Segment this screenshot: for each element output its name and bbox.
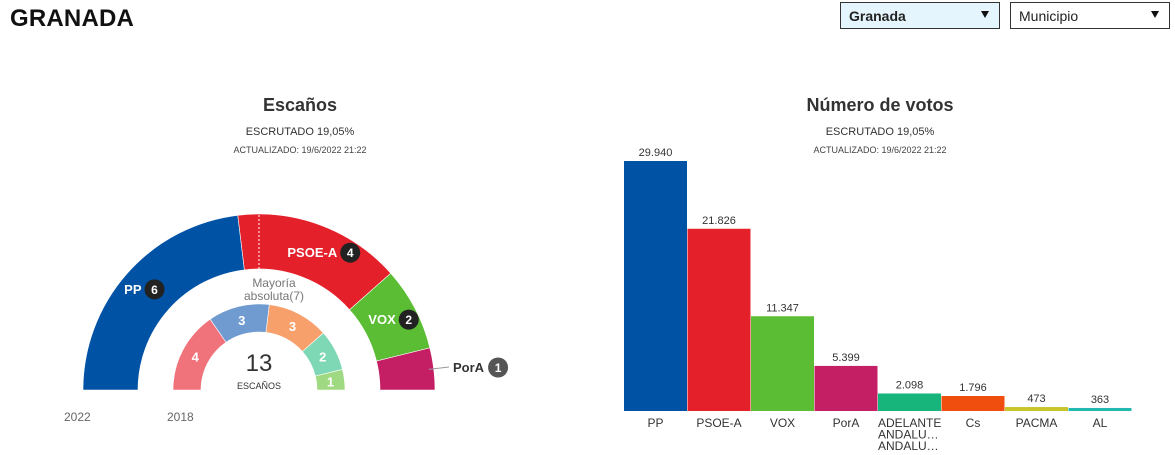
inner-ring-2018: 4 3 3 21 (172, 303, 346, 391)
leader-line-pora (428, 366, 450, 370)
bar-psoe-a[interactable] (687, 228, 751, 411)
seats-label: ESCAÑOS (237, 381, 281, 391)
bar-pora[interactable] (814, 365, 878, 411)
chevron-down-icon (1151, 11, 1159, 18)
location-select-value: Granada (849, 7, 906, 24)
votes-title: Número de votos (806, 95, 954, 115)
seat-badge-pora (488, 357, 509, 378)
bar-vox[interactable] (751, 316, 814, 411)
seats-2018-value-3: 3 (289, 319, 296, 334)
category-label-pp: PP (647, 416, 663, 430)
votes-updated: ACTUALIZADO: 19/6/2022 21:22 (813, 145, 947, 155)
seat-badge-psoe-a (340, 242, 361, 263)
bar-value-psoe-a: 21.826 (702, 215, 736, 227)
category-label-vox: VOX (770, 416, 795, 430)
seats-2018-value-2: 3 (238, 313, 245, 328)
bar-value-pora: 5.399 (832, 352, 860, 364)
seats-title: Escaños (262, 95, 338, 115)
bar-value-vox: 11.347 (766, 302, 799, 314)
category-label-cs: Cs (966, 416, 981, 430)
party-seat-labels: PP 6 PSOE-A 4 VOX 2 PorA 1 (124, 242, 509, 378)
votes-chart: 29.940 PP 21.826 PSOE-A 11.347 VOX 5.399 PorA 2.… (624, 147, 1132, 453)
party-label-pora: PorA (453, 360, 485, 375)
bar-pp[interactable] (624, 161, 687, 411)
page-title: GRANADA (10, 5, 135, 32)
bar-al[interactable] (1068, 407, 1132, 411)
seats-2018-value-1: 4 (192, 350, 200, 365)
seat-badge-pp (144, 279, 165, 300)
seats-2018-arc-5[interactable] (314, 369, 346, 391)
outer-ring-2022 (82, 213, 436, 391)
total-seats: 13 (246, 350, 273, 377)
majority-label-1: Mayoría (252, 276, 296, 290)
seats-updated: ACTUALIZADO: 19/6/2022 21:22 (233, 145, 367, 155)
seat-count-psoe-a: 4 (347, 246, 354, 260)
year-2018-label: 2018 (167, 410, 194, 424)
category-label-adelante-2: ANDALU… (878, 428, 939, 442)
bar-cs[interactable] (941, 396, 1005, 411)
party-label-pp: PP (124, 282, 142, 297)
category-label-adelante-3: ANDALU… (878, 439, 939, 453)
seats-2018-value-4: 2 (319, 350, 326, 365)
chevron-down-icon (981, 11, 989, 18)
party-label-psoe-a: PSOE-A (287, 245, 337, 260)
seat-count-pp: 6 (151, 283, 158, 297)
category-label-al: AL (1093, 416, 1108, 430)
seat-count-vox: 2 (405, 313, 412, 327)
seats-2018-value-5: 1 (327, 374, 334, 389)
category-label-psoe-a: PSOE-A (696, 416, 741, 430)
bar-value-pp: 29.940 (639, 147, 673, 159)
bar-value-al: 363 (1091, 394, 1109, 406)
bar-pacma[interactable] (1005, 407, 1068, 411)
location-select[interactable]: Granada (840, 2, 1000, 29)
seats-2022-arc-pora[interactable] (376, 347, 436, 391)
category-label-adelante-1: ADELANTE (878, 416, 941, 430)
bar-value-cs: 1.796 (959, 382, 987, 394)
seats-2022-arc-pp[interactable] (82, 214, 245, 391)
seats-chart: 43 321 Mayoría absoluta(7) 13 ESCAÑOS 202… (64, 213, 509, 424)
bar-value-pacma: 473 (1027, 393, 1045, 405)
votes-bars: 29.940 PP 21.826 PSOE-A 11.347 VOX 5.399 PorA 2.… (624, 147, 1132, 453)
seats-status: ESCRUTADO 19,05% (245, 126, 355, 138)
seat-badge-vox (398, 309, 419, 330)
category-label-pacma: PACMA (1016, 416, 1058, 430)
bar-adelante[interactable] (878, 393, 941, 411)
majority-label-2: absoluta(7) (244, 289, 304, 303)
party-label-vox: VOX (368, 312, 396, 327)
level-select[interactable]: Municipio (1010, 2, 1170, 29)
category-label-pora: PorA (833, 416, 860, 430)
seat-count-pora: 1 (495, 361, 502, 375)
year-2022-label: 2022 (64, 410, 91, 424)
bar-value-adelante: 2.098 (896, 379, 924, 391)
level-select-value: Municipio (1019, 7, 1079, 24)
votes-status: ESCRUTADO 19,05% (825, 126, 935, 138)
